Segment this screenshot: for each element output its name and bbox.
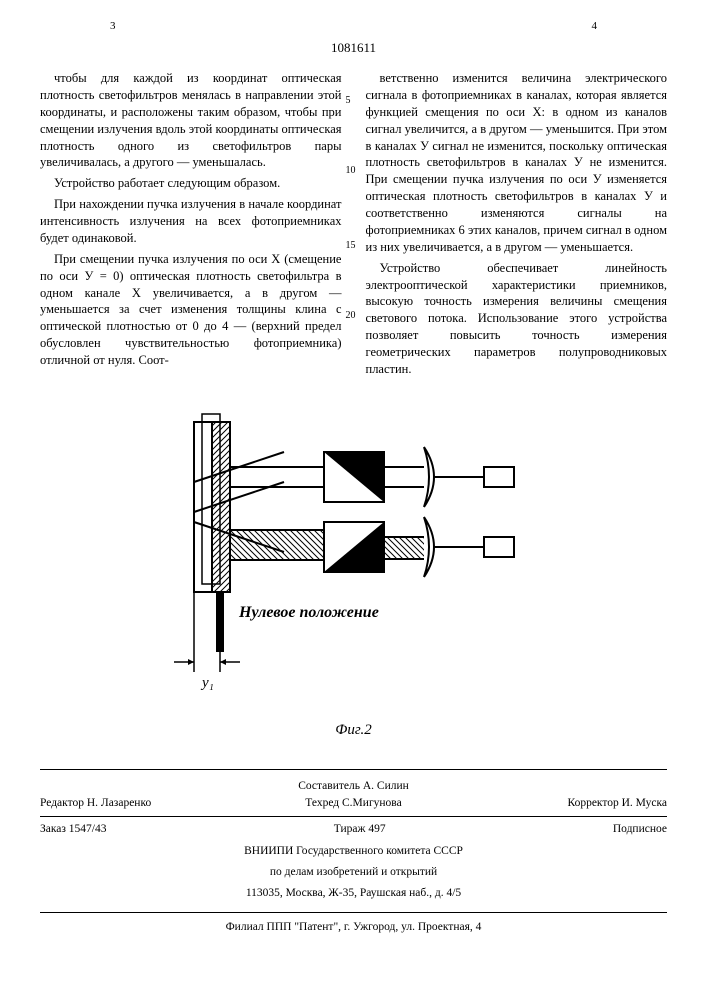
corrector: Корректор И. Муска (458, 795, 667, 812)
org-line-2: по делам изобретений и открытий (40, 864, 667, 881)
line-num-20: 20 (346, 310, 356, 321)
page-num-right: 4 (592, 20, 598, 32)
figure-2-diagram: Нулевое положение у₁ (40, 412, 667, 712)
order: Заказ 1547/43 (40, 821, 107, 838)
right-column: ветственно изменится величина электричес… (366, 70, 668, 382)
zero-position-label: Нулевое положение (238, 604, 379, 621)
para: Устройство обеспечивает линейность элект… (366, 260, 668, 378)
address: 113035, Москва, Ж-35, Раушская наб., д. … (40, 885, 667, 902)
page: 3 4 1081611 5 10 15 20 чтобы для каждой … (0, 0, 707, 1000)
editor: Редактор Н. Лазаренко (40, 795, 249, 812)
tirazh: Тираж 497 (334, 821, 386, 838)
document-number: 1081611 (40, 40, 667, 56)
line-num-5: 5 (346, 95, 351, 106)
text-columns: чтобы для каждой из координат оптическая… (40, 70, 667, 382)
para: ветственно изменится величина электричес… (366, 70, 668, 256)
podpisnoe: Подписное (613, 821, 667, 838)
para: Устройство работает следующим образом. (40, 175, 342, 192)
filial: Филиал ППП "Патент", г. Ужгород, ул. Про… (40, 912, 667, 936)
header: 3 4 (40, 20, 667, 32)
figure-caption: Фиг.2 (40, 722, 667, 739)
org-line-1: ВНИИПИ Государственного комитета СССР (40, 843, 667, 860)
compiler: Составитель А. Силин (40, 778, 667, 795)
techred: Техред С.Мигунова (249, 795, 458, 812)
line-num-10: 10 (346, 165, 356, 176)
line-num-15: 15 (346, 240, 356, 251)
left-column: чтобы для каждой из координат оптическая… (40, 70, 342, 382)
para: При нахождении пучка излучения в начале … (40, 196, 342, 247)
para: чтобы для каждой из координат оптическая… (40, 70, 342, 171)
page-num-left: 3 (110, 20, 116, 32)
y1-label: у₁ (200, 675, 214, 691)
imprint-block: Составитель А. Силин Редактор Н. Лазарен… (40, 769, 667, 937)
para: При смещении пучка излучения по оси Х (с… (40, 251, 342, 369)
